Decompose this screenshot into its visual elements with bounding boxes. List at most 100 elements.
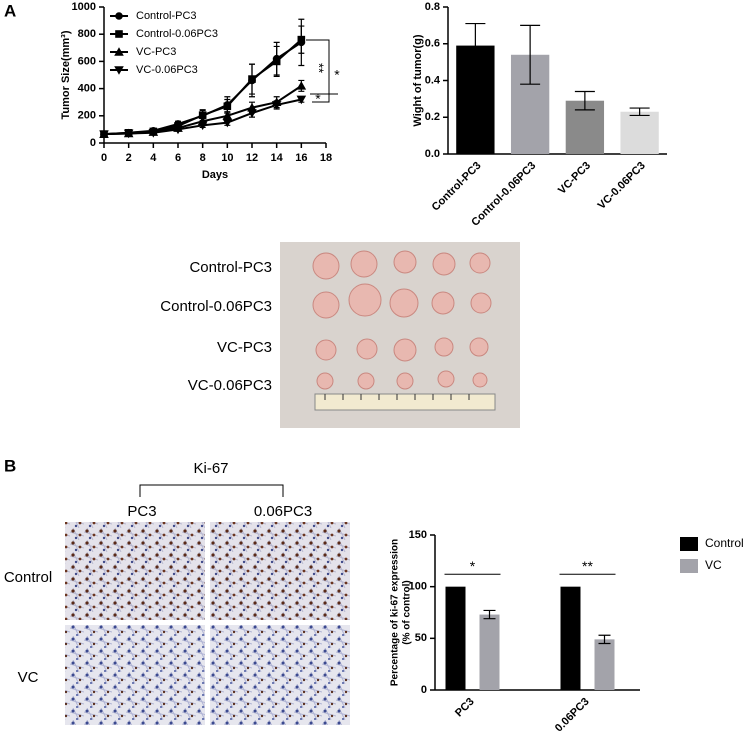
bar: [445, 586, 466, 690]
x-tick-label: 16: [295, 152, 307, 164]
x-tick-label: 2: [126, 152, 132, 164]
marker: [297, 35, 306, 44]
marker: [296, 95, 307, 105]
marker: [123, 129, 134, 139]
x-tick-label: 0.06PC3: [553, 696, 592, 735]
marker: [114, 47, 124, 56]
photo-label: VC-0.06PC3: [188, 377, 272, 394]
micrograph: [210, 625, 350, 725]
y-axis-title: Wight of tumor(g): [412, 34, 424, 126]
marker: [247, 109, 257, 118]
marker: [223, 102, 232, 111]
y-axis-title: Percentage of ki-67 expression: [390, 539, 401, 686]
marker: [115, 12, 123, 20]
error-bar: [574, 90, 595, 111]
error-bar: [598, 634, 611, 645]
marker: [271, 101, 282, 110]
y-tick-label: 0.4: [425, 74, 441, 86]
x-tick-label: 0: [101, 152, 107, 164]
error-bar: [629, 107, 650, 117]
y-tick-label: 0.2: [425, 111, 440, 123]
photo-label: VC-PC3: [217, 339, 272, 356]
legend-label: VC: [705, 558, 722, 572]
x-tick-label: 6: [175, 152, 181, 164]
x-tick-label: 10: [221, 152, 233, 164]
marker: [296, 81, 307, 90]
legend-label: Control: [705, 536, 744, 550]
x-tick-label: 14: [271, 152, 284, 164]
x-tick-label: VC-0.06PC3: [596, 160, 648, 212]
error-bar: [520, 24, 541, 85]
legend-label: Control-PC3: [136, 10, 197, 22]
x-tick-label: 18: [320, 152, 332, 164]
photo-label: Control-PC3: [189, 259, 272, 276]
y-tick-label: 0: [421, 684, 427, 696]
micrograph: [65, 522, 205, 620]
legend-label: VC-0.06PC3: [136, 64, 198, 76]
ruler-ticks: [324, 394, 470, 400]
x-tick-label: Control-PC3: [430, 160, 484, 214]
y-tick-label: 600: [78, 55, 96, 67]
ihc-column: 0.06PC3: [254, 503, 312, 520]
annotation: *: [470, 558, 476, 574]
x-tick-label: VC-PC3: [556, 160, 593, 197]
annotation: **: [582, 558, 593, 574]
annotation: **: [312, 63, 327, 73]
bar: [560, 586, 581, 690]
ihc-bracket: [139, 484, 284, 497]
marker: [148, 129, 159, 138]
y-tick-label: 0.6: [425, 38, 440, 50]
x-axis-title: Days: [202, 169, 228, 181]
legend-swatch: [680, 559, 698, 573]
x-tick-label: 8: [200, 152, 206, 164]
marker: [222, 111, 233, 120]
bar: [620, 111, 659, 154]
ihc-marker: Ki-67: [193, 460, 228, 477]
marker: [222, 118, 233, 128]
bar: [594, 639, 615, 690]
marker: [114, 66, 124, 75]
y-axis-title: (% of control): [402, 580, 413, 644]
bar: [479, 614, 500, 690]
marker: [197, 121, 208, 131]
y-tick-label: 1000: [72, 1, 96, 13]
panel-label: A: [4, 1, 16, 20]
legend-label: VC-PC3: [136, 46, 176, 58]
annotation: *: [334, 67, 340, 83]
y-axis-title: Tumor Size(mm³): [60, 30, 72, 119]
micrograph: [65, 625, 205, 725]
tumors: [312, 250, 492, 390]
significance-bracket: [312, 40, 330, 103]
y-tick-label: 0.0: [425, 148, 440, 160]
y-tick-label: 200: [78, 110, 96, 122]
y-tick-label: 150: [409, 529, 427, 541]
marker: [115, 30, 123, 38]
marker: [272, 57, 281, 66]
ihc-column: PC3: [127, 503, 156, 520]
y-tick-label: 0.8: [425, 1, 440, 13]
y-tick-label: 50: [415, 632, 427, 644]
y-tick-label: 800: [78, 28, 96, 40]
legend-label: Control-0.06PC3: [136, 28, 218, 40]
x-tick-label: PC3: [453, 696, 477, 720]
error-bar: [483, 609, 496, 620]
panel-label: B: [4, 456, 16, 475]
marker: [198, 111, 207, 119]
error-bar: [465, 22, 486, 69]
y-tick-label: 0: [90, 137, 96, 149]
marker: [248, 75, 256, 83]
marker: [99, 130, 109, 139]
x-tick-label: 12: [246, 152, 258, 164]
micrograph: [210, 522, 350, 620]
ihc-row: Control: [4, 569, 52, 586]
y-tick-label: 100: [409, 581, 427, 593]
photo-label: Control-0.06PC3: [160, 298, 272, 315]
x-tick-label: 4: [150, 152, 157, 164]
ihc-row: VC: [18, 669, 39, 686]
marker: [173, 125, 183, 135]
y-tick-label: 400: [78, 83, 96, 95]
ruler: [314, 393, 496, 411]
annotation: *: [315, 91, 321, 107]
legend-swatch: [680, 537, 698, 551]
